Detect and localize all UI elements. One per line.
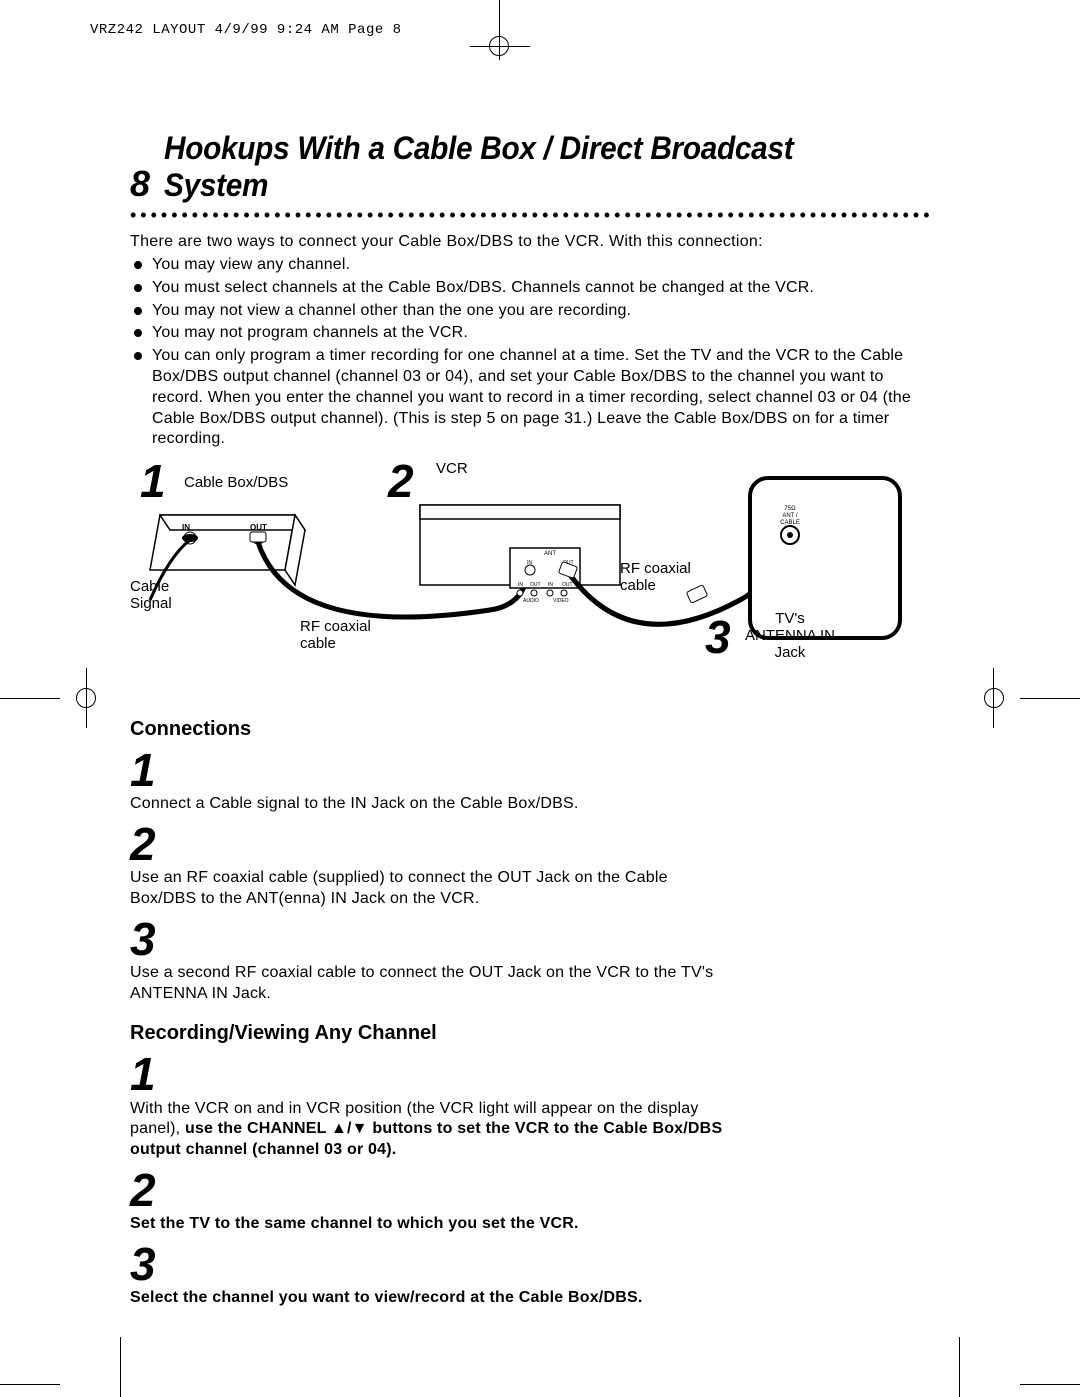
page-content: 8 Hookups With a Cable Box / Direct Broa… [130, 130, 930, 1309]
diagram-label-cablesignal: Cable Signal [130, 578, 172, 612]
step: 1 Connect a Cable signal to the IN Jack … [130, 751, 930, 815]
manual-page: VRZ242 LAYOUT 4/9/99 9:24 AM Page 8 8 Ho… [0, 0, 1080, 1397]
bullet-item: You can only program a timer recording f… [130, 346, 930, 450]
cropmark [120, 1337, 121, 1397]
page-title-row: 8 Hookups With a Cable Box / Direct Broa… [130, 130, 930, 205]
connection-steps: 1 Connect a Cable signal to the IN Jack … [130, 751, 930, 1004]
print-header: VRZ242 LAYOUT 4/9/99 9:24 AM Page 8 [90, 22, 402, 38]
cropmark [489, 36, 509, 56]
step-text: Use an RF coaxial cable (supplied) to co… [130, 868, 730, 910]
diagram-label-cablebox: Cable Box/DBS [184, 474, 288, 491]
diagram-label-rf1: RF coaxial cable [300, 618, 371, 652]
diagram-num-1: 1 [140, 454, 166, 508]
step-number: 3 [130, 920, 930, 959]
label-out: OUT [250, 523, 267, 532]
diagram-svg: IN OUT [130, 460, 930, 700]
bullet-item: You may not program channels at the VCR. [130, 323, 930, 344]
diagram-num-3: 3 [705, 610, 731, 664]
recording-steps: 1 With the VCR on and in VCR position (t… [130, 1055, 930, 1308]
bullet-item: You may view any channel. [130, 255, 930, 276]
cropmark [0, 1384, 60, 1385]
svg-text:AUDIO: AUDIO [523, 598, 539, 604]
diagram-label-vcr: VCR [436, 460, 468, 477]
svg-text:OUT: OUT [530, 582, 541, 588]
hookup-diagram: IN OUT [130, 460, 930, 700]
svg-text:OUT: OUT [562, 582, 573, 588]
cropmark [959, 1337, 960, 1397]
cropmark [984, 688, 1004, 708]
step: 2 Use an RF coaxial cable (supplied) to … [130, 825, 930, 910]
step-number: 2 [130, 1171, 930, 1210]
diagram-label-tvant: TV's ANTENNA IN Jack [745, 610, 835, 661]
step-text: Use a second RF coaxial cable to connect… [130, 963, 730, 1005]
step: 1 With the VCR on and in VCR position (t… [130, 1055, 930, 1160]
step-text: With the VCR on and in VCR position (the… [130, 1099, 730, 1161]
step: 2 Set the TV to the same channel to whic… [130, 1171, 930, 1235]
step-number: 2 [130, 825, 930, 864]
step-text: Connect a Cable signal to the IN Jack on… [130, 794, 730, 815]
bullet-item: You must select channels at the Cable Bo… [130, 278, 930, 299]
step-number: 1 [130, 1055, 930, 1094]
step-text: Set the TV to the same channel to which … [130, 1214, 730, 1235]
intro-bullets: You may view any channel. You must selec… [130, 255, 930, 450]
intro-text: There are two ways to connect your Cable… [130, 233, 930, 251]
svg-text:IN: IN [548, 582, 553, 588]
step-number: 3 [130, 1245, 930, 1284]
cropmark [1020, 1384, 1080, 1385]
step-number: 1 [130, 751, 930, 790]
step-text: Select the channel you want to view/reco… [130, 1288, 730, 1309]
svg-text:75Ω: 75Ω [784, 506, 796, 512]
dotted-rule [130, 211, 930, 225]
svg-text:ANT /: ANT / [782, 513, 798, 519]
step: 3 Select the channel you want to view/re… [130, 1245, 930, 1309]
svg-text:IN: IN [518, 582, 523, 588]
step: 3 Use a second RF coaxial cable to conne… [130, 920, 930, 1005]
page-number: 8 [130, 163, 150, 205]
bullet-item: You may not view a channel other than th… [130, 301, 930, 322]
cropmark [1020, 698, 1080, 699]
svg-text:VIDEO: VIDEO [553, 598, 569, 604]
connections-heading: Connections [130, 718, 930, 741]
svg-text:ANT: ANT [544, 551, 556, 557]
diagram-label-rf2: RF coaxial cable [620, 560, 691, 594]
label-in: IN [182, 523, 190, 532]
diagram-num-2: 2 [388, 454, 414, 508]
cropmark [76, 688, 96, 708]
svg-text:CABLE: CABLE [780, 520, 800, 526]
recording-heading: Recording/Viewing Any Channel [130, 1022, 930, 1045]
page-title: Hookups With a Cable Box / Direct Broadc… [164, 130, 930, 204]
cropmark [0, 698, 60, 699]
